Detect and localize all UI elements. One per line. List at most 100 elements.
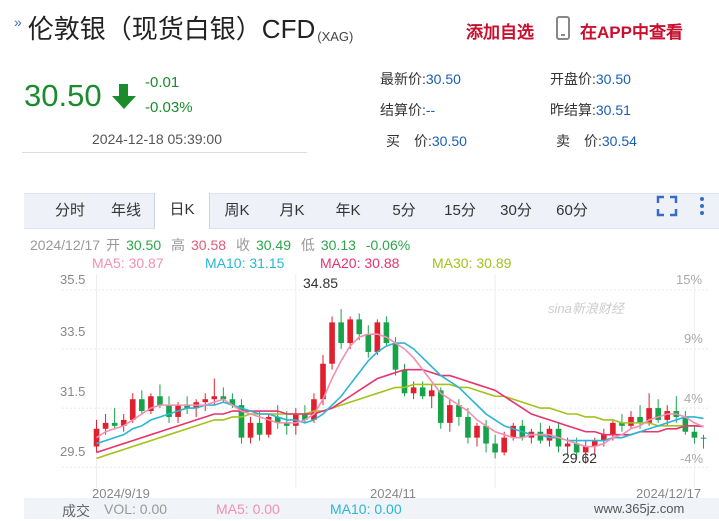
candle-body — [401, 369, 408, 394]
volume-legend-bar: 成交 VOL: 0.00 MA5: 0.00 MA10: 0.00 www.36… — [24, 498, 719, 519]
candle-body — [157, 396, 163, 406]
quote-field-settle: 结算价:-- — [380, 102, 436, 118]
pct-tick-label: 4% — [684, 391, 703, 406]
x-tick-label: 2024/9/19 — [92, 486, 150, 501]
x-tick-label: 2024/12/17 — [636, 486, 702, 501]
candle-body — [428, 390, 435, 397]
tab-15min[interactable]: 15分 — [444, 202, 476, 219]
tab-daily-k[interactable]: 日K — [154, 193, 210, 229]
x-tick-label: 2024/11 — [370, 486, 417, 501]
candle-body — [302, 414, 308, 420]
ma30-line — [96, 383, 704, 460]
candle-body — [392, 343, 399, 370]
divider — [22, 152, 307, 153]
candle-body — [582, 446, 589, 453]
quote-field-ask: 卖 价:30.54 — [556, 133, 637, 149]
candle-body — [320, 363, 326, 400]
instrument-code: (XAG) — [317, 29, 354, 44]
quote-field-bid: 买 价:30.50 — [386, 133, 467, 149]
tab-yearly-k[interactable]: 年K — [335, 202, 361, 219]
pct-tick-label: 15% — [676, 272, 703, 287]
candle-body — [166, 405, 172, 417]
view-in-app-button[interactable]: 在APP中查看 — [580, 23, 683, 42]
candle-body — [537, 431, 544, 441]
candle-body — [184, 405, 190, 409]
quote-timestamp: 2024-12-18 05:39:00 — [92, 131, 222, 147]
ma10-line — [96, 342, 704, 445]
page-title: » 伦敦银（现货白银）CFD (XAG) — [14, 8, 353, 44]
candle-body — [664, 411, 671, 420]
candle-body — [646, 408, 652, 423]
candle-body — [274, 416, 281, 423]
ma10-legend: MA10: 31.15 — [205, 255, 285, 271]
candle-body — [691, 431, 698, 438]
kline-chart[interactable] — [0, 270, 719, 498]
candle-body — [329, 322, 335, 364]
double-chevron-icon: » — [14, 14, 22, 30]
tab-weekly-k[interactable]: 周K — [224, 202, 250, 219]
tab-yearline[interactable]: 年线 — [110, 202, 141, 219]
candle-body — [383, 322, 390, 344]
instrument-name: 伦敦银（现货白银）CFD — [27, 14, 316, 44]
candle-body — [564, 443, 571, 447]
tab-30min[interactable]: 30分 — [500, 202, 532, 219]
min-price-label: 29.62 — [562, 450, 598, 466]
candle-body — [700, 437, 707, 439]
volume-label: 成交 — [62, 503, 90, 519]
candle-body — [492, 443, 498, 453]
y-tick-label: 35.5 — [60, 272, 86, 287]
candle-body — [247, 422, 254, 438]
tab-intraday[interactable]: 分时 — [54, 202, 85, 219]
candle-body — [220, 396, 227, 400]
candle-body — [510, 425, 517, 438]
candle-body — [102, 422, 109, 429]
candle-body — [410, 387, 417, 394]
fullscreen-icon[interactable] — [656, 195, 678, 217]
last-price: 30.50 — [24, 78, 102, 113]
candle-body — [283, 422, 290, 426]
candle-body — [229, 399, 236, 406]
candle-body — [338, 322, 344, 344]
candle-body — [265, 416, 272, 435]
candle-body — [601, 434, 607, 441]
candle-body — [347, 319, 353, 344]
candle-body — [365, 334, 372, 352]
tab-60min[interactable]: 60分 — [556, 202, 588, 219]
candle-body — [356, 319, 363, 335]
chart-period-tabs: 分时 年线 日K 周K 月K 年K 5分 15分 30分 60分 — [24, 193, 719, 229]
candle-body — [456, 405, 462, 417]
candle-body — [619, 422, 625, 426]
candle-body — [628, 416, 634, 426]
ma30-legend: MA30: 30.89 — [432, 255, 512, 271]
vol-ma10: MA10: 0.00 — [330, 501, 402, 517]
price-change: -0.01 — [145, 74, 180, 91]
tab-monthly-k[interactable]: 月K — [279, 202, 305, 219]
quote-field-open: 开盘价:30.50 — [550, 71, 631, 87]
candle-body — [474, 425, 480, 438]
y-tick-label: 31.5 — [60, 384, 86, 399]
candle-info-line: 2024/12/17 开 30.50 高 30.58 收 30.49 低 30.13 -0… — [30, 237, 411, 253]
ma20-line — [96, 368, 704, 454]
candle-body — [682, 416, 689, 432]
more-options-icon[interactable] — [697, 195, 707, 217]
price-change-pct: -0.03% — [145, 99, 193, 116]
quote-field-last: 最新价:30.50 — [380, 71, 461, 87]
vol-ma5: MA5: 0.00 — [216, 501, 280, 517]
candle-body — [637, 416, 643, 423]
candle-body — [591, 440, 598, 447]
tab-5min[interactable]: 5分 — [392, 202, 416, 219]
candle-body — [465, 416, 471, 438]
candle-body — [483, 425, 489, 444]
candle-body — [447, 405, 453, 423]
add-watchlist-button[interactable]: 添加自选 — [466, 23, 534, 42]
candle-body — [610, 422, 616, 435]
ma20-legend: MA20: 30.88 — [320, 255, 400, 271]
quote-field-prev-settle: 昨结算:30.51 — [550, 102, 631, 118]
site-watermark: www.365jz.com — [594, 501, 685, 516]
candle-body — [437, 390, 444, 423]
candle-body — [238, 405, 245, 438]
candle-body — [311, 399, 317, 420]
candle-body — [256, 422, 263, 435]
candle-body — [655, 408, 661, 420]
phone-icon[interactable] — [556, 16, 570, 40]
